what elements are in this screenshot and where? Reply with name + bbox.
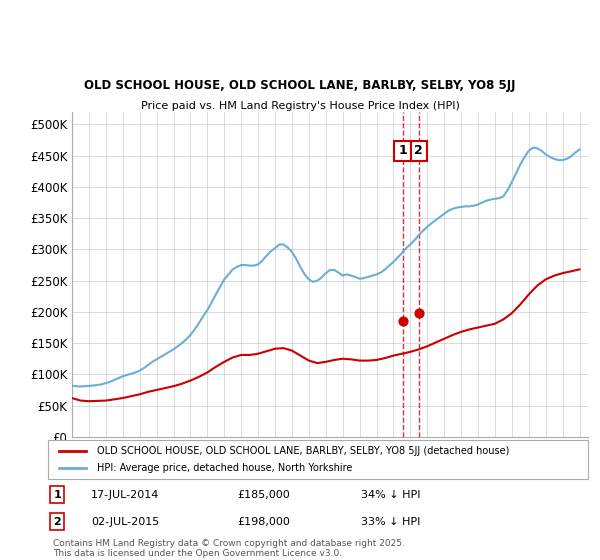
Text: 2: 2 (53, 517, 61, 526)
Text: Contains HM Land Registry data © Crown copyright and database right 2025.
This d: Contains HM Land Registry data © Crown c… (53, 539, 405, 558)
Text: 1: 1 (53, 489, 61, 500)
Text: 02-JUL-2015: 02-JUL-2015 (91, 517, 160, 526)
Point (398, 317, 407, 326)
Text: 17-JUL-2014: 17-JUL-2014 (91, 489, 160, 500)
Text: OLD SCHOOL HOUSE, OLD SCHOOL LANE, BARLBY, SELBY, YO8 5JJ (detached house): OLD SCHOOL HOUSE, OLD SCHOOL LANE, BARLB… (97, 446, 509, 456)
Text: 1: 1 (398, 144, 407, 157)
Point (414, 309, 424, 318)
Text: 34% ↓ HPI: 34% ↓ HPI (361, 489, 421, 500)
Text: HPI: Average price, detached house, North Yorkshire: HPI: Average price, detached house, Nort… (97, 463, 352, 473)
Text: Price paid vs. HM Land Registry's House Price Index (HPI): Price paid vs. HM Land Registry's House … (140, 101, 460, 111)
Text: £185,000: £185,000 (237, 489, 290, 500)
Text: 33% ↓ HPI: 33% ↓ HPI (361, 517, 421, 526)
Text: OLD SCHOOL HOUSE, OLD SCHOOL LANE, BARLBY, SELBY, YO8 5JJ: OLD SCHOOL HOUSE, OLD SCHOOL LANE, BARLB… (84, 80, 516, 92)
Text: 2: 2 (415, 144, 423, 157)
Text: £198,000: £198,000 (237, 517, 290, 526)
